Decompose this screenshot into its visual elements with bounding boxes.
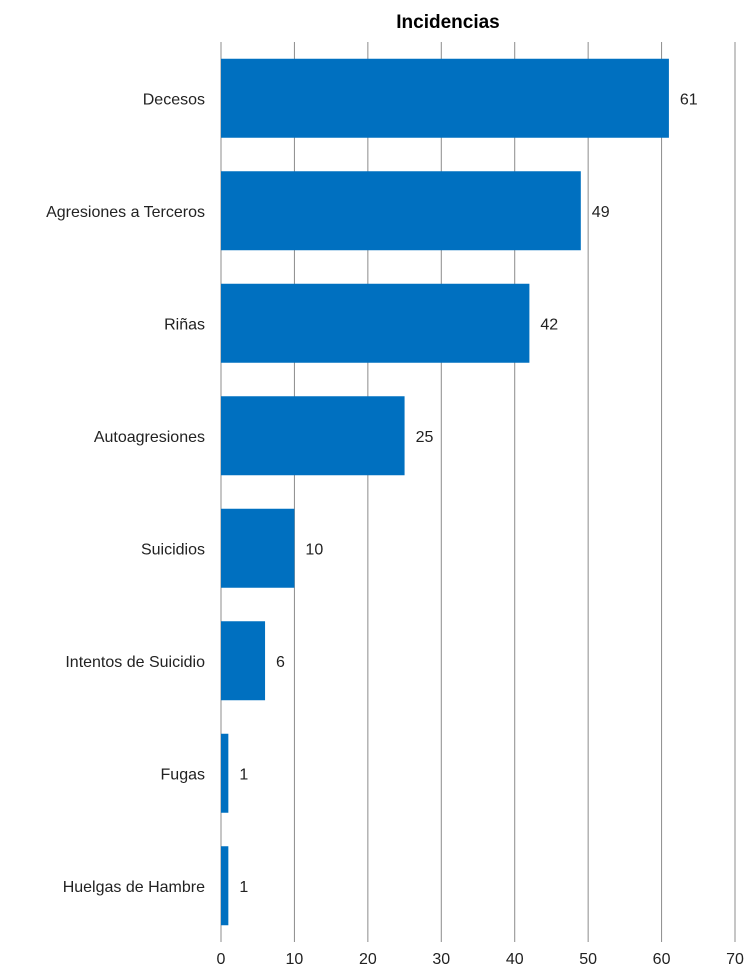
data-label: 10 (305, 541, 323, 558)
bars (221, 58, 669, 926)
x-tick-label: 40 (506, 951, 524, 968)
x-tick-label: 60 (653, 951, 671, 968)
data-label: 1 (239, 766, 248, 783)
data-label: 25 (416, 429, 434, 446)
category-label: Suicidios (141, 541, 205, 558)
data-label: 42 (540, 316, 558, 333)
data-label: 6 (276, 654, 285, 671)
bar (221, 396, 405, 476)
bar (221, 283, 530, 363)
data-label: 61 (680, 91, 698, 108)
chart-title: Incidencias (396, 12, 500, 33)
bar (221, 733, 229, 813)
category-label: Autoagresiones (94, 429, 205, 446)
bar (221, 58, 669, 138)
data-label: 49 (592, 204, 610, 221)
category-label: Decesos (143, 91, 205, 108)
category-labels: Decesos Agresiones a Terceros Riñas Autoagr… (46, 91, 205, 896)
category-label: Intentos de Suicidio (65, 654, 205, 671)
data-label: 1 (239, 879, 248, 896)
bar (221, 621, 266, 701)
bar (221, 508, 295, 588)
x-tick-label: 20 (359, 951, 377, 968)
x-tick-label: 0 (217, 951, 226, 968)
category-label: Agresiones a Terceros (46, 204, 205, 221)
category-label: Fugas (161, 766, 205, 783)
x-tick-label: 50 (579, 951, 597, 968)
x-tick-label: 10 (286, 951, 304, 968)
bar (221, 846, 229, 926)
x-tick-label: 30 (432, 951, 450, 968)
category-label: Huelgas de Hambre (63, 879, 205, 896)
bar (221, 171, 581, 251)
category-label: Riñas (164, 316, 205, 333)
x-tick-label: 70 (726, 951, 744, 968)
x-axis-ticks: 0 10 20 30 40 50 60 70 (217, 951, 744, 968)
